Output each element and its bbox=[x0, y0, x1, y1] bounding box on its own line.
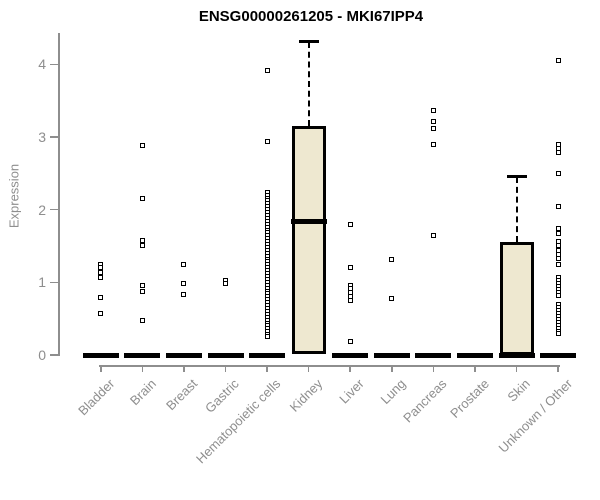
x-axis-tick-label: Prostate bbox=[446, 376, 492, 421]
y-axis-tick-label: 0 bbox=[38, 347, 46, 363]
median-line bbox=[415, 352, 452, 358]
y-axis-tick-label: 1 bbox=[38, 274, 46, 291]
x-axis-tick bbox=[141, 365, 144, 372]
outlier-point bbox=[181, 262, 187, 268]
y-axis-tick bbox=[50, 136, 58, 138]
x-axis-tick bbox=[349, 365, 351, 372]
outlier-point bbox=[98, 311, 104, 317]
outlier-point bbox=[139, 283, 145, 289]
outlier-point bbox=[555, 150, 561, 156]
y-axis-tick bbox=[50, 281, 58, 284]
y-axis-tick-label: 4 bbox=[38, 56, 46, 73]
x-axis-tick bbox=[474, 365, 476, 372]
x-axis-tick bbox=[307, 365, 310, 372]
x-axis-tick-label: Liver bbox=[336, 376, 367, 407]
outlier-point bbox=[181, 292, 187, 298]
x-axis-tick-label: Brain bbox=[126, 376, 159, 409]
median-line bbox=[456, 352, 493, 358]
outlier-point bbox=[347, 221, 353, 227]
y-axis-line bbox=[58, 32, 60, 356]
outlier-point bbox=[555, 231, 561, 237]
outlier-point bbox=[264, 334, 270, 340]
outlier-point bbox=[555, 58, 561, 64]
x-axis-tick-label: Gastric bbox=[202, 376, 243, 416]
x-axis-tick-label: Breast bbox=[163, 376, 201, 414]
outlier-point bbox=[98, 275, 104, 281]
x-axis-tick-label: Unknown / Other bbox=[495, 376, 575, 456]
outlier-point bbox=[139, 289, 145, 295]
y-axis-tick bbox=[50, 354, 58, 356]
y-axis-tick-label: 3 bbox=[38, 128, 46, 145]
outlier-point bbox=[139, 318, 145, 324]
median-line bbox=[165, 352, 202, 358]
y-axis-tick bbox=[50, 208, 58, 211]
outlier-point bbox=[264, 67, 270, 73]
outlier-point bbox=[347, 265, 353, 271]
outlier-point bbox=[555, 255, 561, 261]
chart-title: ENSG00000261205 - MKI67IPP4 bbox=[198, 8, 424, 25]
x-axis-tick bbox=[100, 365, 102, 372]
x-axis-tick-label: Bladder bbox=[75, 376, 118, 419]
outlier-point bbox=[555, 331, 561, 337]
whisker-staple bbox=[298, 40, 319, 44]
x-axis-tick-label: Lung bbox=[377, 376, 409, 408]
x-axis-tick-label: Pancreas bbox=[400, 376, 450, 426]
outlier-point bbox=[347, 297, 353, 303]
outlier-point bbox=[347, 339, 353, 345]
median-line bbox=[124, 352, 161, 358]
box-rect bbox=[291, 126, 326, 354]
outlier-point bbox=[555, 262, 561, 268]
x-axis-tick bbox=[432, 365, 435, 372]
x-axis-tick bbox=[515, 365, 518, 372]
median-line bbox=[332, 352, 369, 358]
x-axis-tick bbox=[224, 365, 227, 372]
x-axis-tick bbox=[266, 365, 268, 372]
outlier-point bbox=[98, 295, 104, 301]
x-axis-tick-label: Kidney bbox=[286, 376, 326, 415]
median-line bbox=[540, 352, 577, 358]
outlier-point bbox=[139, 196, 145, 202]
outlier-point bbox=[264, 138, 270, 144]
outlier-point bbox=[430, 125, 436, 131]
outlier-point bbox=[223, 281, 228, 287]
x-axis-tick bbox=[183, 365, 185, 372]
outlier-point bbox=[430, 118, 436, 124]
outlier-point bbox=[389, 256, 395, 262]
outlier-point bbox=[181, 280, 187, 286]
x-axis-tick bbox=[391, 365, 393, 372]
x-axis-tick bbox=[557, 365, 559, 372]
whisker-line bbox=[307, 41, 310, 127]
outlier-point bbox=[139, 143, 145, 149]
median-line bbox=[207, 352, 244, 358]
outlier-point bbox=[139, 243, 145, 249]
x-axis-line bbox=[98, 365, 561, 367]
box-rect bbox=[499, 241, 534, 355]
outlier-point bbox=[430, 232, 436, 238]
outlier-point bbox=[430, 107, 436, 113]
y-axis-tick bbox=[50, 63, 58, 66]
outlier-point bbox=[555, 170, 561, 176]
whisker-line bbox=[515, 176, 518, 242]
outlier-point bbox=[555, 226, 561, 232]
outlier-point bbox=[98, 269, 104, 275]
median-line bbox=[82, 352, 119, 358]
y-axis-tick-label: 2 bbox=[38, 201, 46, 218]
median-line bbox=[498, 352, 535, 358]
outlier-point bbox=[430, 142, 436, 148]
outlier-point bbox=[555, 204, 561, 210]
whisker-staple bbox=[506, 175, 527, 179]
x-axis-tick-label: Skin bbox=[504, 376, 534, 405]
outlier-point bbox=[389, 295, 395, 301]
median-line bbox=[373, 352, 410, 358]
outlier-point bbox=[555, 292, 561, 298]
outlier-point bbox=[98, 264, 104, 270]
median-line bbox=[290, 218, 327, 224]
median-line bbox=[249, 352, 286, 358]
outlier-point bbox=[139, 238, 145, 244]
